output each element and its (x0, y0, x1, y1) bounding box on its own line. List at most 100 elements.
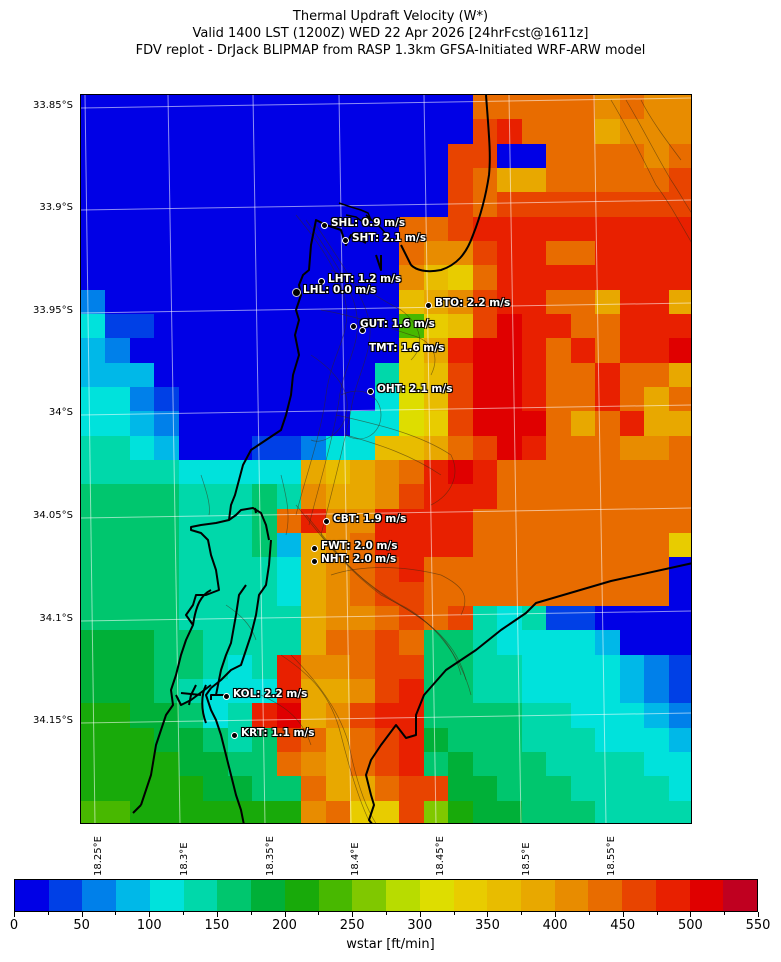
heatmap-cell (399, 630, 425, 656)
heatmap-cell (570, 630, 596, 656)
heatmap-cell (81, 557, 107, 583)
heatmap-cell (546, 654, 572, 680)
station-marker-icon[interactable] (230, 731, 238, 739)
heatmap-cell (374, 606, 400, 631)
heatmap-cell (178, 411, 204, 437)
heatmap-cell (129, 265, 156, 291)
y-tick-label: 34.05°S (33, 510, 73, 521)
heatmap-cell (644, 606, 670, 631)
heatmap-cell (350, 752, 376, 777)
colorbar-segment (217, 880, 252, 911)
colorbar-tick-label: 450 (610, 918, 636, 933)
station-marker-icon[interactable] (291, 287, 301, 297)
heatmap-cell (619, 484, 645, 510)
station-label-krt: KRT: 1.1 m/s (241, 727, 315, 739)
heatmap-cell (301, 119, 327, 145)
heatmap-cell (301, 362, 327, 388)
heatmap-cell (595, 265, 621, 291)
station-marker-icon[interactable] (310, 557, 318, 565)
colorbar-tick-label: 350 (475, 918, 500, 933)
heatmap-cell (374, 484, 400, 510)
heatmap-cell (472, 557, 498, 583)
colorbar-tick (149, 912, 151, 917)
heatmap-cell (154, 241, 180, 266)
station-marker-icon[interactable] (322, 517, 330, 525)
heatmap-cell (472, 727, 498, 753)
heatmap-cell (276, 776, 302, 802)
heatmap-cell (644, 411, 670, 437)
heatmap-cell (178, 143, 204, 169)
heatmap-cell (276, 362, 302, 388)
station-label-tmt: TMT: 1.6 m/s (369, 342, 445, 354)
station-marker-icon[interactable] (424, 301, 432, 309)
heatmap-cell (619, 533, 645, 558)
heatmap-cell (129, 435, 156, 461)
heatmap-cell (472, 216, 498, 242)
heatmap-cell (227, 484, 253, 510)
heatmap-cell (81, 143, 107, 169)
heatmap-cell (595, 630, 621, 656)
heatmap-cell (154, 800, 180, 823)
heatmap-cell (81, 508, 107, 534)
heatmap-cell (154, 387, 180, 412)
heatmap-cell (595, 241, 621, 266)
station-marker-icon[interactable] (358, 326, 366, 334)
heatmap-cell (668, 679, 691, 704)
heatmap-cell (619, 216, 645, 242)
station-marker-icon[interactable] (366, 387, 374, 395)
heatmap-cell (227, 338, 253, 364)
station-marker-icon[interactable] (349, 322, 357, 330)
heatmap-cell (252, 387, 278, 412)
heatmap-cell (374, 265, 400, 291)
heatmap-cell (350, 654, 376, 680)
heatmap-cell (374, 776, 400, 802)
heatmap-cell (325, 776, 351, 802)
heatmap-cell (570, 168, 596, 193)
heatmap-cell (570, 703, 596, 729)
heatmap-cell (423, 241, 449, 266)
heatmap-cell (81, 387, 107, 412)
heatmap-cell (105, 703, 131, 729)
heatmap-cell (399, 800, 425, 823)
heatmap-cell (668, 435, 691, 461)
heatmap-cell (595, 289, 621, 315)
heatmap-cell (448, 630, 474, 656)
heatmap-cell (301, 800, 327, 823)
station-marker-icon[interactable] (310, 544, 318, 552)
heatmap-cell (129, 776, 156, 802)
heatmap-cell (668, 484, 691, 510)
heatmap-cell (546, 289, 572, 315)
heatmap-cell (227, 143, 253, 169)
heatmap-cell (252, 411, 278, 437)
heatmap-cell (570, 654, 596, 680)
heatmap-cell (374, 362, 400, 388)
colorbar-segment (554, 880, 589, 911)
heatmap-cell (546, 435, 572, 461)
station-marker-icon[interactable] (317, 277, 325, 285)
heatmap-cell (472, 411, 498, 437)
heatmap-cell (521, 533, 547, 558)
colorbar-tick-label: 300 (407, 918, 433, 933)
heatmap-cell (350, 411, 376, 437)
heatmap-cell (668, 630, 691, 656)
colorbar-tick (386, 912, 387, 915)
colorbar-tick-label: 200 (272, 918, 297, 933)
station-marker-icon[interactable] (320, 221, 328, 229)
colorbar-tick (555, 912, 557, 917)
station-marker-icon[interactable] (341, 236, 349, 244)
heatmap-cell (129, 606, 156, 631)
heatmap-cell (644, 630, 670, 656)
heatmap-cell (521, 630, 547, 656)
heatmap-cell (644, 703, 670, 729)
heatmap-cell (668, 95, 691, 120)
heatmap-cell (105, 265, 131, 291)
station-label-kol: KOL: 2.2 m/s (233, 688, 308, 700)
heatmap-cell (301, 435, 327, 461)
heatmap-cell (472, 654, 498, 680)
station-marker-icon[interactable] (222, 692, 230, 700)
heatmap-cell (668, 192, 691, 218)
heatmap-cell (350, 168, 376, 193)
heatmap-cell (668, 119, 691, 145)
heatmap-cell (472, 606, 498, 631)
heatmap-cell (178, 338, 204, 364)
